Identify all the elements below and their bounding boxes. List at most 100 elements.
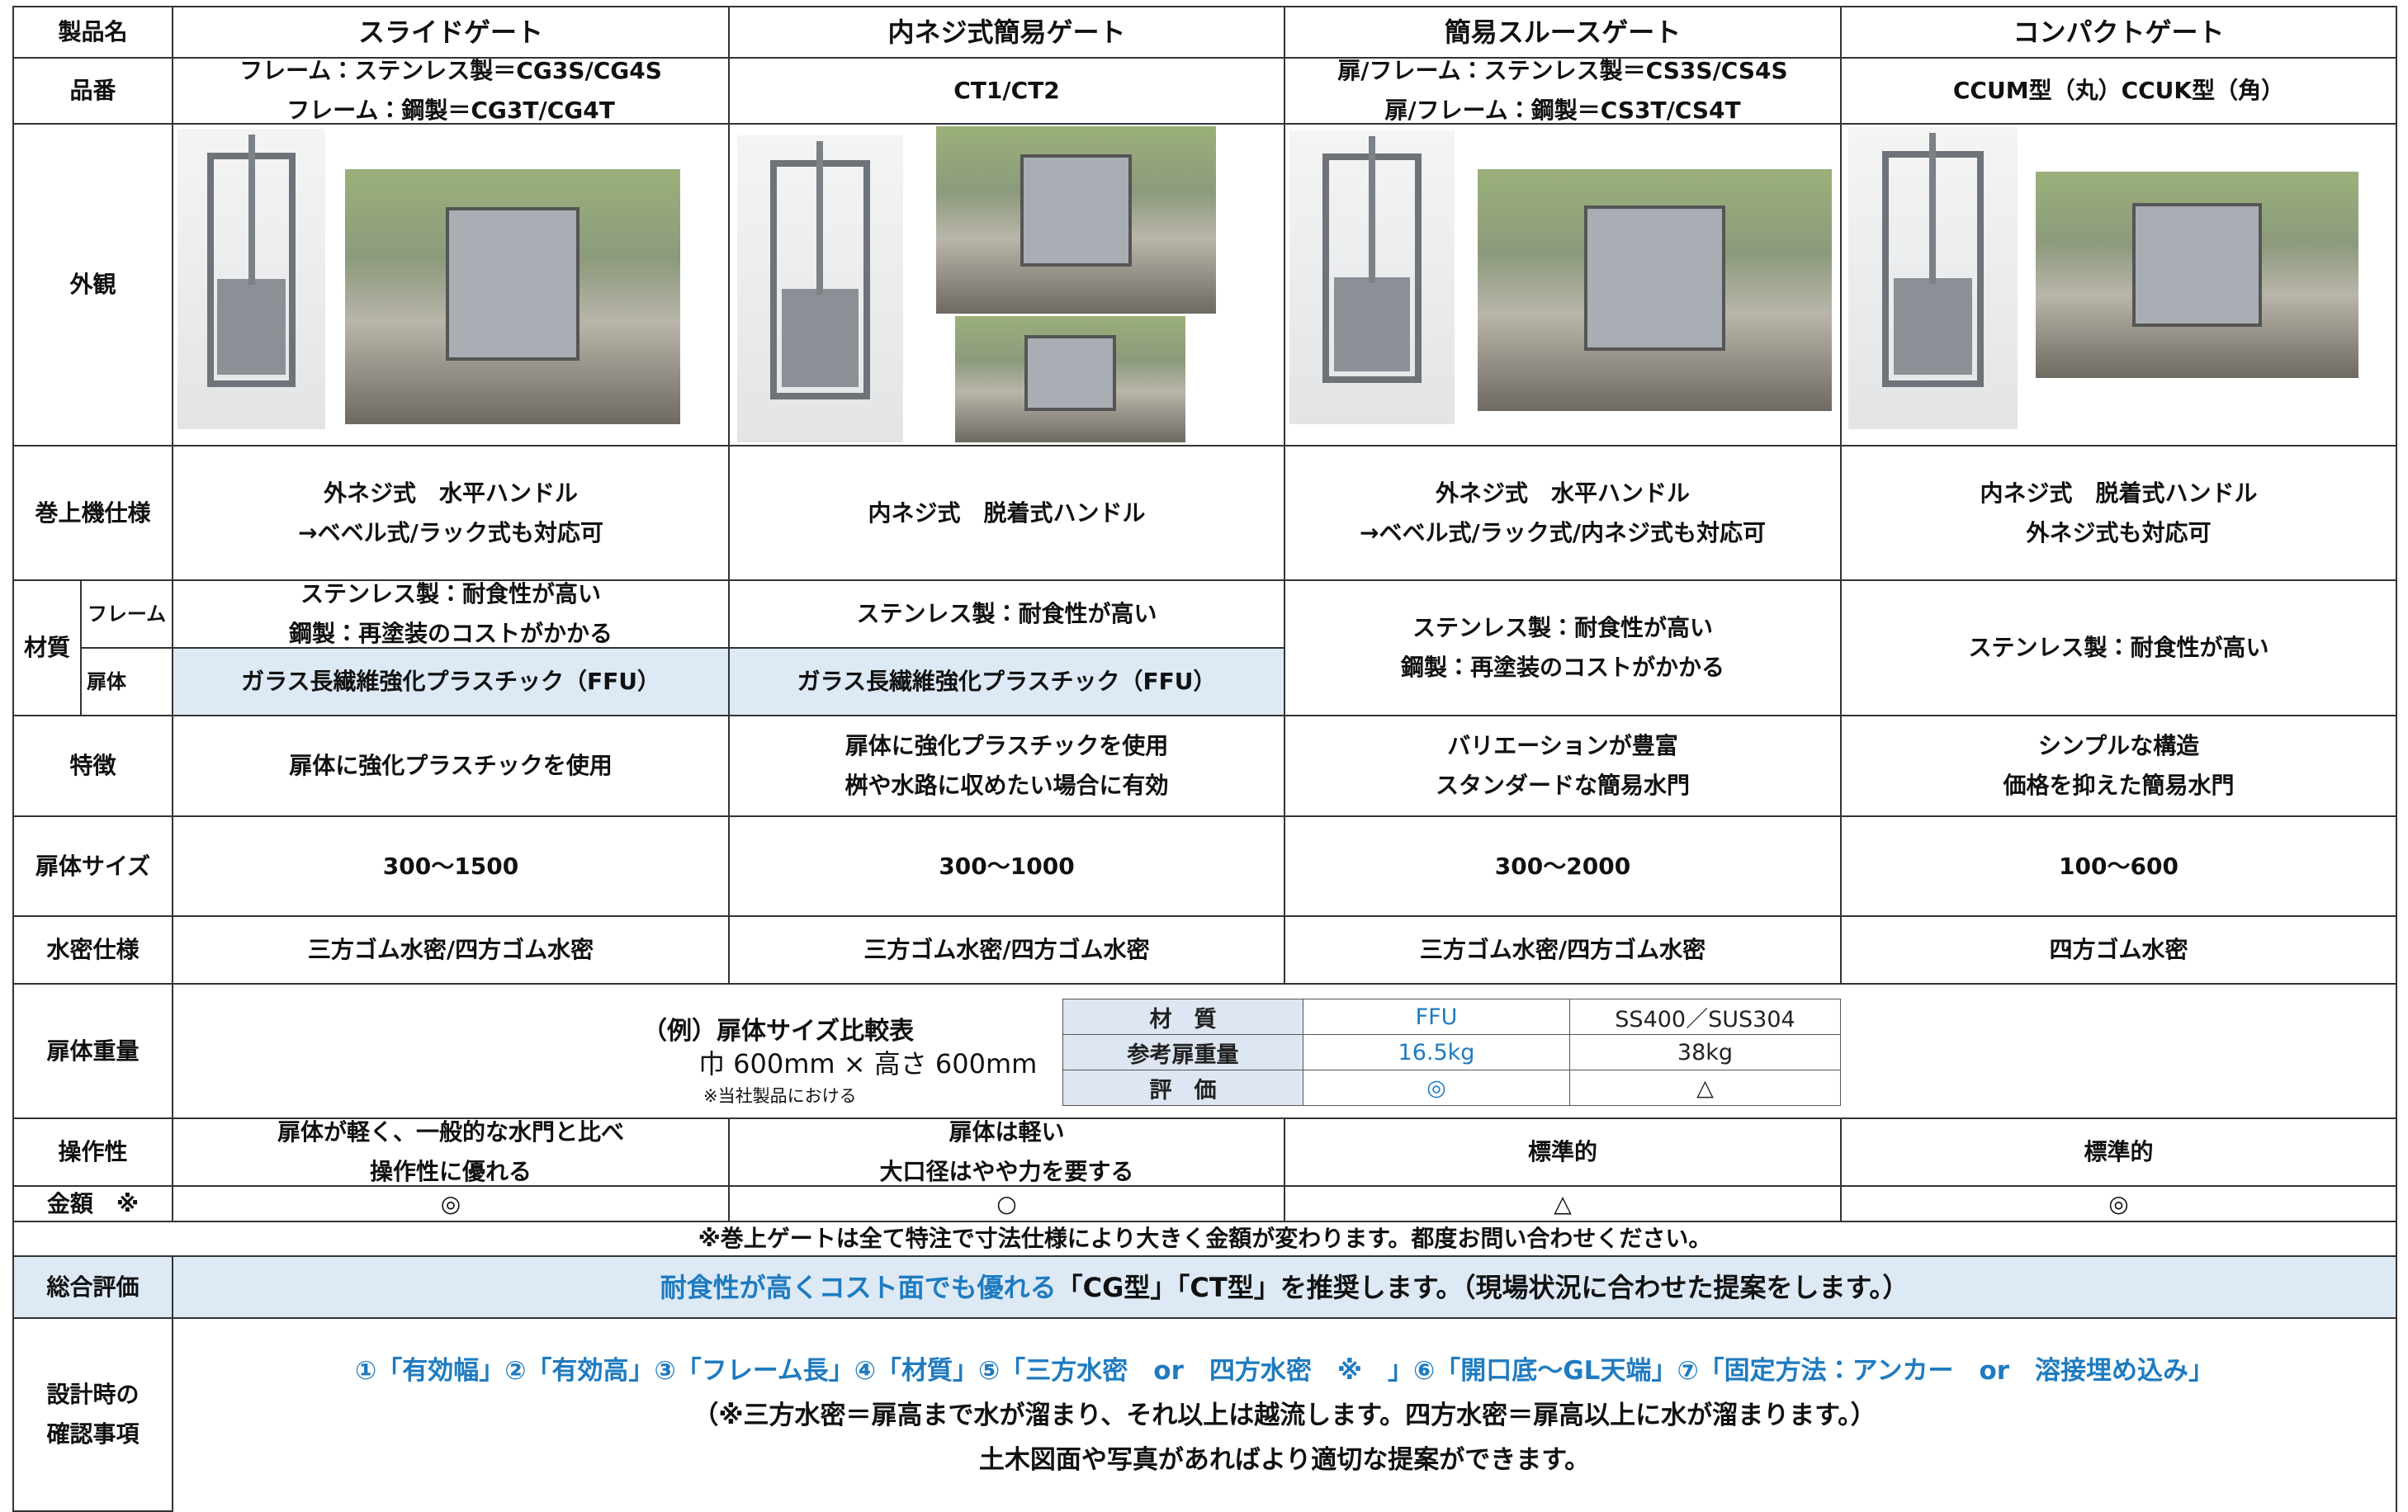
row-label-text: 扉体重量 [46, 1037, 140, 1065]
gate-body [445, 207, 580, 361]
spec-cell: 扉体は軽い大口径はやや力を要する [728, 1117, 1285, 1187]
row-label: 巻上機仕様 [12, 445, 173, 581]
spec-cell: △ [1284, 1185, 1842, 1222]
product-name: 内ネジ式簡易ゲート [728, 6, 1285, 59]
row-label: 設計時の 確認事項 [12, 1317, 173, 1512]
sub-label-text: フレーム [87, 602, 167, 626]
gate-door [1334, 277, 1410, 371]
row-label-text: 特徴 [69, 752, 116, 779]
cell-text: ◎ [440, 1189, 461, 1217]
cell-text: 大口径はやや力を要する [879, 1158, 1134, 1185]
cell-text: 扉体に強化プラスチックを使用 [844, 732, 1169, 759]
cell-text: →ベベル式/ラック式も対応可 [298, 518, 603, 546]
cell-text: 桝や水路に収めたい場合に有効 [844, 772, 1169, 799]
design-notes: ①「有効幅」②「有効高」③「フレーム長」④「材質」⑤「三方水密 or 四方水密 … [172, 1317, 2397, 1512]
gate-body [2132, 202, 2262, 327]
row-label: 製品名 [12, 6, 173, 59]
cell-text: 300～1500 [382, 852, 519, 880]
gate-stem [248, 135, 255, 286]
cell-text: 内ネジ式 脱着式ハンドル [1980, 479, 2258, 507]
cell-text: フレーム：鋼製＝CG3T/CG4T [286, 97, 615, 124]
row-label: 金額 ※ [12, 1185, 173, 1222]
spec-cell: ○ [728, 1185, 1285, 1222]
cell-text: ○ [996, 1189, 1017, 1217]
spec-cell: ステンレス製：耐食性が高い [1840, 579, 2397, 716]
weight-table-cell: 評 価 [1062, 1070, 1303, 1106]
row-label-text: 総合評価 [46, 1273, 140, 1301]
spec-cell: ガラス長繊維強化プラスチック（FFU） [172, 647, 730, 716]
gate-body [1019, 154, 1133, 267]
weight-table-cell: 参考扉重量 [1062, 1034, 1303, 1070]
row-label-text: 操作性 [58, 1138, 128, 1165]
cell-text: 四方ゴム水密 [2049, 936, 2188, 963]
spec-cell: CT1/CT2 [728, 57, 1285, 125]
cell-text: 扉/フレーム：ステンレス製＝CS3S/CS4S [1337, 57, 1788, 84]
cell-text: 確認事項 [46, 1420, 140, 1448]
weight-table-cell: 16.5kg [1303, 1034, 1570, 1070]
spec-cell: 三方ゴム水密/四方ゴム水密 [1284, 915, 1842, 985]
product-name-text: スライドゲート [357, 17, 543, 48]
product-photo [737, 135, 903, 442]
cell-text: 300～2000 [1494, 852, 1631, 880]
row-label: 品番 [12, 57, 173, 125]
cell-text: 外ネジ式 水平ハンドル [323, 479, 578, 507]
summary-line: 耐食性が高くコスト面でも優れる「CG型」「CT型」を推奨します。（現場状況に合わ… [660, 1268, 1909, 1307]
cell-text: ガラス長繊維強化プラスチック（FFU） [797, 668, 1217, 695]
cell-text: 三方ゴム水密/四方ゴム水密 [1419, 936, 1706, 963]
spec-cell: CCUM型（丸）CCUK型（角） [1840, 57, 2397, 125]
cell-text: 標準的 [2084, 1138, 2154, 1165]
product-name-text: 簡易スルースゲート [1444, 17, 1682, 48]
row-label-text: 巻上機仕様 [35, 498, 151, 527]
cell-text: 扉体は軽い [949, 1118, 1065, 1146]
cell-text: ガラス長繊維強化プラスチック（FFU） [241, 668, 660, 695]
cell-text: ステンレス製：耐食性が高い [300, 580, 601, 607]
gate-stem [1929, 133, 1937, 285]
product-photo [2036, 172, 2358, 378]
spec-cell: 三方ゴム水密/四方ゴム水密 [728, 915, 1285, 985]
row-label: 扉体サイズ [12, 815, 173, 917]
sub-label: フレーム [80, 579, 173, 649]
design-line: 土木図面や写真があればより適切な提案ができます。 [978, 1445, 1591, 1475]
spec-cell: 標準的 [1284, 1117, 1842, 1187]
cell-text: フレーム：ステンレス製＝CG3S/CG4S [239, 57, 662, 84]
weight-table-cell: △ [1569, 1070, 1841, 1106]
spec-cell: 扉/フレーム：ステンレス製＝CS3S/CS4S 扉/フレーム：鋼製＝CS3T/CS… [1284, 57, 1842, 125]
spec-cell: ステンレス製：耐食性が高い 鋼製：再塗装のコストがかかる [1284, 579, 1842, 716]
design-line: ①「有効幅」②「有効高」③「フレーム長」④「材質」⑤「三方水密 or 四方水密 … [354, 1356, 2215, 1386]
product-photo [936, 126, 1216, 314]
cell-text: 標準的 [1527, 1138, 1597, 1165]
weight-caption: （例）扉体サイズ比較表 [642, 1017, 915, 1046]
gate-body [1024, 334, 1117, 411]
weight-table-cell: ◎ [1303, 1070, 1570, 1106]
cell-text: 設計時の [46, 1381, 140, 1408]
spec-cell: ◎ [1840, 1185, 2397, 1222]
cell-text: 扉体に強化プラスチックを使用 [289, 752, 613, 779]
cell-text: 鋼製：再塗装のコストがかかる [1400, 654, 1724, 681]
row-label: 外観 [12, 123, 173, 447]
cell-text: 内ネジ式 脱着式ハンドル [868, 498, 1146, 527]
cell-text: 100～600 [2059, 852, 2179, 880]
product-name-text: 内ネジ式簡易ゲート [887, 17, 1126, 48]
gate-door [782, 289, 859, 388]
spec-cell: 外ネジ式 水平ハンドル →ベベル式/ラック式/内ネジ式も対応可 [1284, 445, 1842, 581]
cell-text: ◎ [2108, 1189, 2129, 1217]
cell-text: →ベベル式/ラック式/内ネジ式も対応可 [1360, 518, 1766, 546]
spec-cell: フレーム：ステンレス製＝CG3S/CG4S フレーム：鋼製＝CG3T/CG4T [172, 57, 730, 125]
spec-cell: 標準的 [1840, 1117, 2397, 1187]
spec-cell: 300～2000 [1284, 815, 1842, 917]
product-photo [1478, 169, 1832, 411]
spec-cell: 四方ゴム水密 [1840, 915, 2397, 985]
spec-cell: バリエーションが豊富 スタンダードな簡易水門 [1284, 715, 1842, 817]
row-label: 水密仕様 [12, 915, 173, 985]
cell-text: シンプルな構造 [2037, 732, 2200, 759]
cell-text: バリエーションが豊富 [1447, 732, 1678, 759]
cell-text: ステンレス製：耐食性が高い [1412, 614, 1713, 641]
gate-stem [1369, 136, 1375, 284]
spec-cell: 扉体に強化プラスチックを使用 桝や水路に収めたい場合に有効 [728, 715, 1285, 817]
product-photo [177, 129, 325, 429]
cell-text: ステンレス製：耐食性が高い [856, 600, 1157, 627]
row-label: 特徴 [12, 715, 173, 817]
product-name: スライドゲート [172, 6, 730, 59]
gate-body [1583, 205, 1726, 351]
row-label-text: 扉体サイズ [35, 852, 151, 880]
